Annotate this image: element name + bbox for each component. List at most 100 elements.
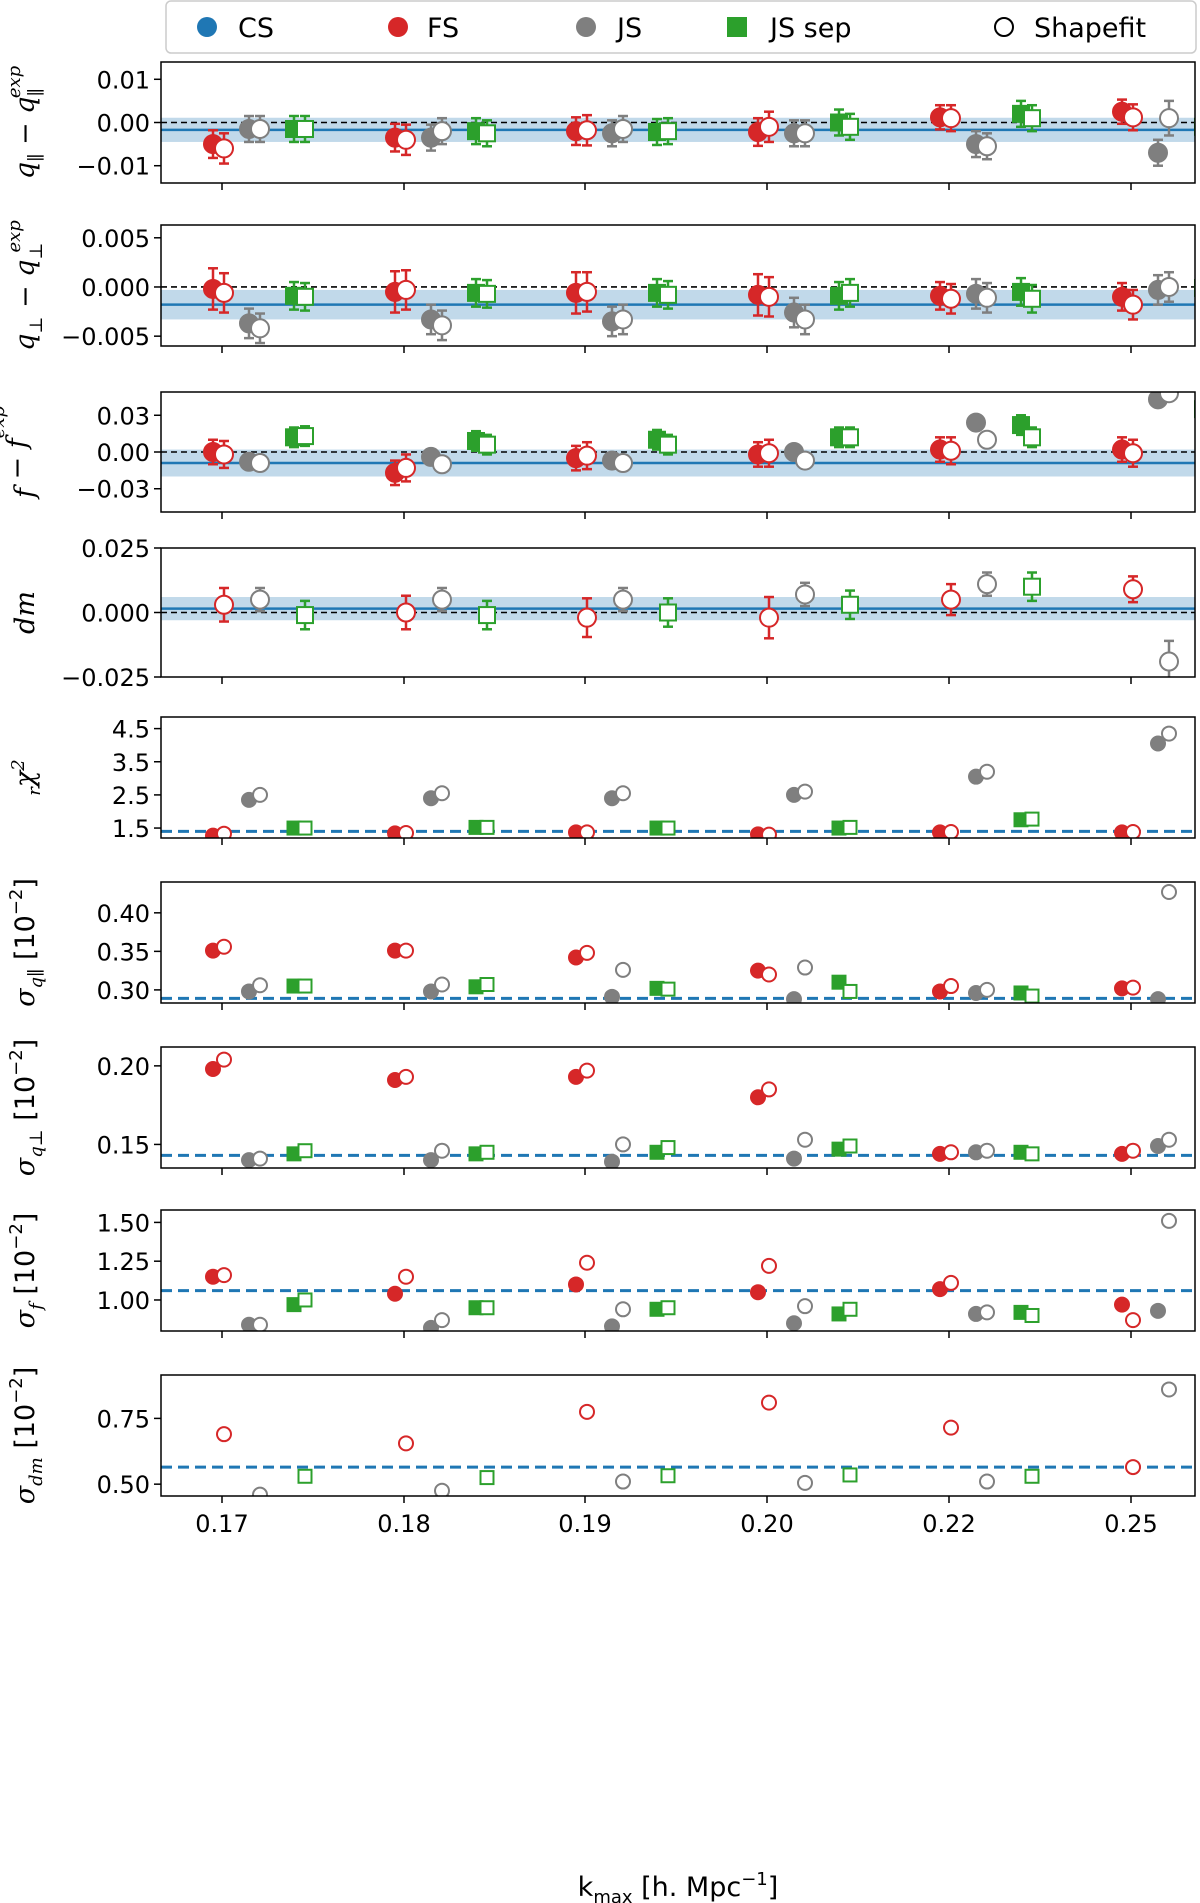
- point-js-sep-shapefit: [1024, 1146, 1040, 1162]
- point-js-sep-shapefit: [1023, 577, 1041, 596]
- point-fs-shapefit: [761, 1257, 777, 1274]
- point-fs-shapefit: [577, 281, 597, 302]
- panel-sigma_q_par: 0.40 0.35 0.30 σq∥ [10−2]: [6, 878, 1200, 1010]
- point-js-sep-shapefit: [841, 283, 859, 302]
- point-js-sep-shapefit: [296, 606, 314, 625]
- legend-label-cs: CS: [238, 13, 274, 44]
- legend-marker-js: [576, 17, 596, 37]
- y-axis-label-sigma_q_perp: σq⊥ [10−2]: [6, 1039, 47, 1176]
- point-js-sep-shapefit: [479, 1300, 495, 1316]
- point-js-shapefit: [250, 318, 270, 339]
- x-tick-label: 0.22: [922, 1510, 975, 1538]
- legend-label-fs: FS: [427, 13, 459, 44]
- point-fs-shapefit: [1123, 443, 1143, 464]
- point-js-shapefit: [977, 574, 997, 595]
- point-js-sep-shapefit: [841, 428, 859, 447]
- point-fs-shapefit: [1125, 1459, 1141, 1476]
- point-js-sep-shapefit: [841, 117, 859, 136]
- plot-area: [161, 725, 1200, 838]
- point-fs-shapefit: [216, 1051, 232, 1068]
- y-tick-label: 1.00: [97, 1287, 150, 1315]
- legend-label-shapefit: Shapefit: [1034, 13, 1146, 44]
- point-js-sep-shapefit: [296, 427, 314, 446]
- point-js-sep-shapefit: [1024, 988, 1040, 1003]
- axes-frame: [160, 224, 1196, 347]
- x-tick-label: 0.17: [195, 1510, 248, 1538]
- point-js-shapefit: [1159, 108, 1179, 129]
- point-js-shapefit: [977, 136, 997, 157]
- panel-q_par: 0.01 0.00 −0.01 q∥ − q∥exp: [4, 61, 1196, 190]
- point-fs-shapefit: [398, 1435, 414, 1452]
- point-js-sep-shapefit: [479, 819, 495, 835]
- y-tick-label: 1.25: [97, 1248, 150, 1276]
- panel-chi2: 4.5 3.5 2.5 1.5 rχ2: [8, 716, 1200, 845]
- plot-area: [161, 1212, 1195, 1331]
- plot-area: [161, 1051, 1195, 1168]
- y-tick-label: 0.025: [81, 535, 150, 563]
- point-js-sep-shapefit: [1024, 811, 1040, 827]
- point-js: [1150, 1302, 1166, 1319]
- point-js-sep-shapefit: [478, 606, 496, 625]
- point-js-shapefit: [432, 454, 452, 475]
- point-js-sep: [1197, 977, 1200, 990]
- point-js: [966, 412, 986, 433]
- point-fs-shapefit: [396, 457, 416, 478]
- panel-dm: 0.025 0.000 −0.025 dm: [10, 535, 1196, 692]
- point-js-shapefit: [977, 429, 997, 450]
- y-tick-label: 0.03: [97, 402, 150, 430]
- y-axis-label-f: f − fexp: [0, 405, 41, 500]
- point-fs-shapefit: [943, 1274, 959, 1291]
- x-tick-label: 0.18: [377, 1510, 430, 1538]
- point-fs-shapefit: [396, 129, 416, 150]
- point-js-shapefit: [979, 1142, 995, 1159]
- legend-marker-shapefit: [994, 17, 1014, 37]
- point-js-sep-shapefit: [660, 981, 676, 997]
- point-js-shapefit: [979, 1473, 995, 1490]
- point-fs-shapefit: [941, 288, 961, 309]
- y-axis-label-q_par: q∥ − q∥exp: [4, 65, 47, 179]
- point-js-shapefit: [434, 1312, 450, 1329]
- point-js-sep-shapefit: [660, 1140, 676, 1156]
- point-js-shapefit: [252, 977, 268, 994]
- y-tick-label: 0.01: [97, 66, 150, 94]
- plot-area: [161, 98, 1195, 167]
- point-js-sep-shapefit: [660, 1300, 676, 1316]
- point-js: [1150, 991, 1166, 1003]
- point-fs-shapefit: [1123, 579, 1143, 600]
- point-js-sep: [1197, 813, 1200, 826]
- y-axis-label-sigma_f: σf [10−2]: [6, 1213, 47, 1329]
- point-js-sep-shapefit: [659, 435, 677, 454]
- point-fs-shapefit: [216, 825, 232, 838]
- point-fs-shapefit: [398, 825, 414, 838]
- point-js: [1148, 142, 1168, 163]
- panel-sigma_q_perp: 0.20 0.15 σq⊥ [10−2]: [6, 1039, 1196, 1176]
- point-fs-shapefit: [761, 1394, 777, 1411]
- point-fs-shapefit: [216, 938, 232, 955]
- legend-label-js-sep: JS sep: [768, 13, 852, 44]
- y-axis-label-dm: dm: [10, 591, 41, 634]
- point-js-shapefit: [252, 1316, 268, 1331]
- point-fs-shapefit: [214, 444, 234, 465]
- point-js-sep-shapefit: [842, 819, 858, 835]
- point-js-sep-shapefit: [297, 820, 313, 836]
- plot-area: [161, 571, 1195, 677]
- point-js-sep-shapefit: [297, 1292, 313, 1308]
- point-fs: [1114, 1296, 1130, 1313]
- point-js-shapefit: [797, 1131, 813, 1148]
- x-tick-label: 0.25: [1104, 1510, 1157, 1538]
- point-fs-shapefit: [579, 1254, 595, 1271]
- point-js-shapefit: [432, 589, 452, 610]
- point-js-sep-shapefit: [296, 287, 314, 306]
- point-js-shapefit: [615, 785, 631, 802]
- point-js-shapefit: [252, 786, 268, 803]
- y-tick-label: 0.40: [97, 900, 150, 928]
- point-js-shapefit: [795, 123, 815, 144]
- y-tick-label: 0.000: [81, 274, 150, 302]
- point-js-shapefit: [795, 450, 815, 471]
- y-axis-label-sigma_q_par: σq∥ [10−2]: [6, 878, 47, 1007]
- point-fs-shapefit: [579, 1062, 595, 1079]
- point-fs-shapefit: [943, 1419, 959, 1436]
- point-fs-shapefit: [761, 966, 777, 983]
- point-js-shapefit: [615, 1301, 631, 1318]
